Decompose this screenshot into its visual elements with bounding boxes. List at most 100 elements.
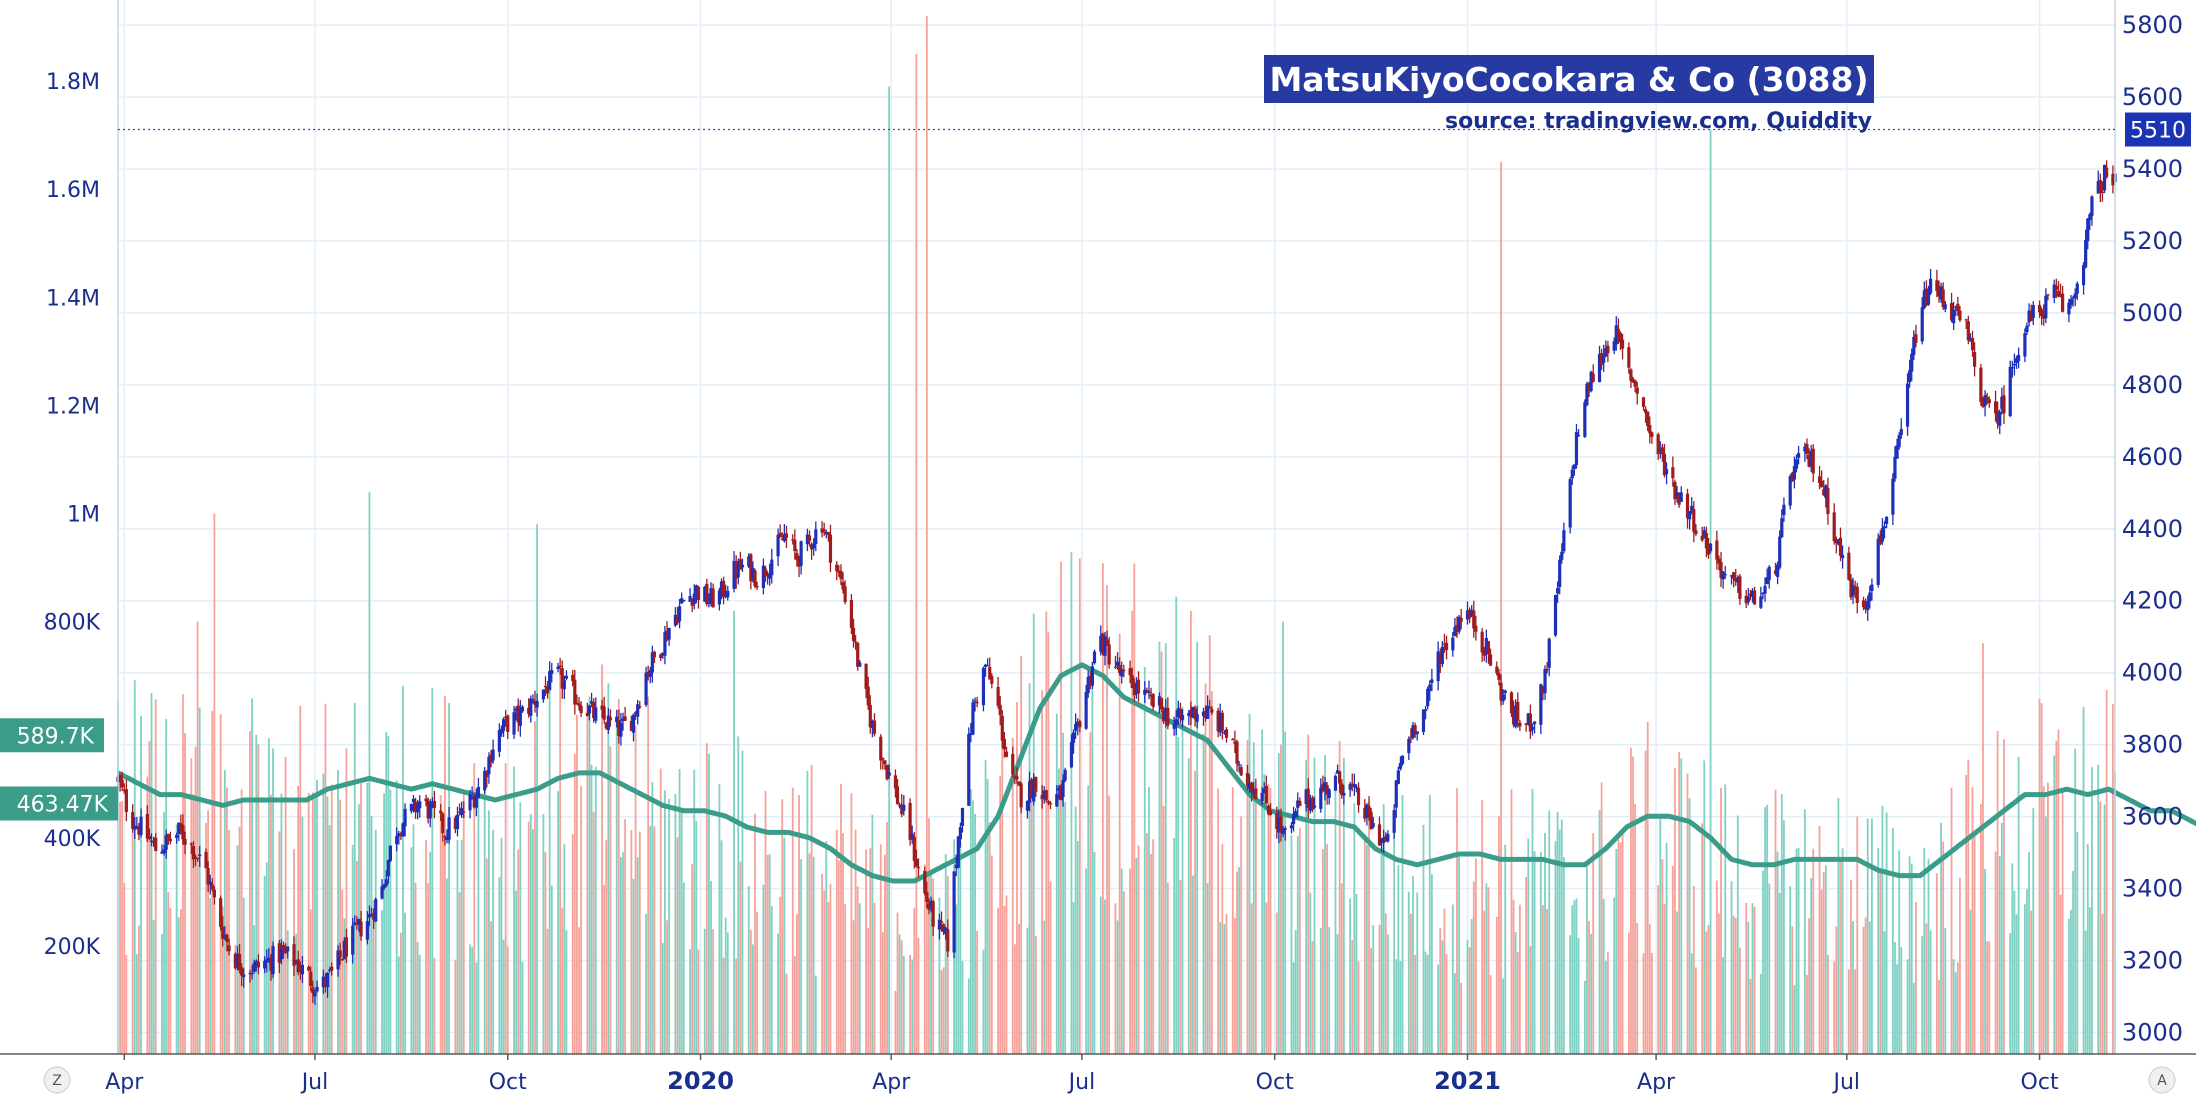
candle-body [2009,367,2012,416]
candle-body [827,532,830,535]
candle-body [1313,806,1316,808]
candle-body [1973,352,1976,367]
candle-body [366,921,369,940]
candle-body [1061,780,1064,797]
candle-body [1569,479,1572,527]
price-tick-label: 5400 [2122,155,2183,183]
candle-body [1020,784,1023,808]
candle-body [1944,304,1947,309]
x-tick-label: Jul [1832,1070,1861,1095]
x-tick-label: Jul [1067,1070,1096,1095]
candle-body [1311,798,1314,810]
candle-body [1166,708,1169,726]
candle-body [1334,776,1337,791]
candle-body [976,702,979,703]
volume-ma-line [118,665,2196,881]
candle-body [225,935,228,942]
volume-tick-label: 1.8M [46,70,100,95]
candle-body [603,706,606,719]
candle-body [1881,528,1884,541]
candle-body [1634,380,1637,386]
candle-body [183,839,186,845]
candle-body [971,702,974,734]
candle-body [1290,825,1293,828]
candle-body [502,719,505,731]
candle-body [1003,739,1006,750]
candle-body [867,686,870,705]
candlesticks [116,160,2116,1004]
candle-body [779,533,782,537]
candle-body [1856,587,1859,603]
candle-body [1732,572,1735,579]
candle-body [227,945,230,951]
candle-body [204,852,207,868]
candle-body [2011,367,2014,368]
candle-body [2084,240,2087,267]
candle-body [999,705,1002,715]
candle-body [1627,347,1630,368]
candle-body [2046,294,2049,295]
candle-body [1636,388,1639,394]
candle-body [429,803,432,818]
candle-body [257,962,260,968]
candle-body [389,846,392,861]
candle-body [387,860,390,876]
candle-body [2069,299,2072,305]
candle-body [885,765,888,779]
candle-body [542,689,545,699]
candle-body [1592,374,1595,382]
candle-body [1055,794,1058,806]
candle-body [1571,470,1574,479]
candle-body [385,879,388,886]
candle-body [1460,618,1463,622]
candle-body [1284,828,1287,830]
candle-body [718,590,721,604]
candle-body [1294,811,1297,817]
candle-body [864,664,867,689]
candle-body [1147,691,1150,693]
candle-body [1235,741,1238,763]
candle-body [1372,823,1375,827]
candle-body [879,737,882,761]
zoom-toggle-button[interactable]: Z [44,1067,70,1093]
candle-body [1753,590,1756,604]
candle-body [697,587,700,600]
candle-body [1078,721,1081,727]
candle-body [1401,756,1404,764]
candle-body [1866,601,1869,610]
chart-title: MatsuKiyoCocokara & Co (3088) [1269,60,1868,99]
candle-body [1661,447,1664,454]
volume-tick-label: 200K [44,935,101,960]
candle-body [923,871,926,893]
candle-body [374,899,377,921]
candle-body [1556,588,1559,593]
candle-body [883,760,886,764]
candle-body [844,586,847,602]
candle-body [121,780,124,788]
candle-body [1210,709,1213,713]
candle-body [154,838,157,851]
candle-body [1680,492,1683,501]
candle-body [573,680,576,705]
candle-body [1910,354,1913,372]
candle-body [1841,555,1844,558]
candle-body [1131,675,1134,688]
candle-body [1839,538,1842,556]
candle-body [1560,552,1563,560]
candle-body [957,837,960,868]
candle-body [1208,707,1211,708]
candle-body [1395,781,1398,808]
x-tick-label: Apr [872,1070,911,1095]
candle-body [219,898,222,927]
volume-badge-label: 589.7K [17,724,95,749]
auto-scale-button[interactable]: A [2149,1067,2175,1093]
candle-body [1688,512,1691,520]
price-tick-label: 3400 [2122,875,2183,903]
price-tick-label: 4000 [2122,659,2183,687]
candle-body [433,801,436,808]
candle-body [359,922,362,937]
candle-body [2044,296,2047,319]
candle-body [1160,698,1163,709]
candle-body [1064,770,1067,781]
candle-body [1510,692,1513,713]
